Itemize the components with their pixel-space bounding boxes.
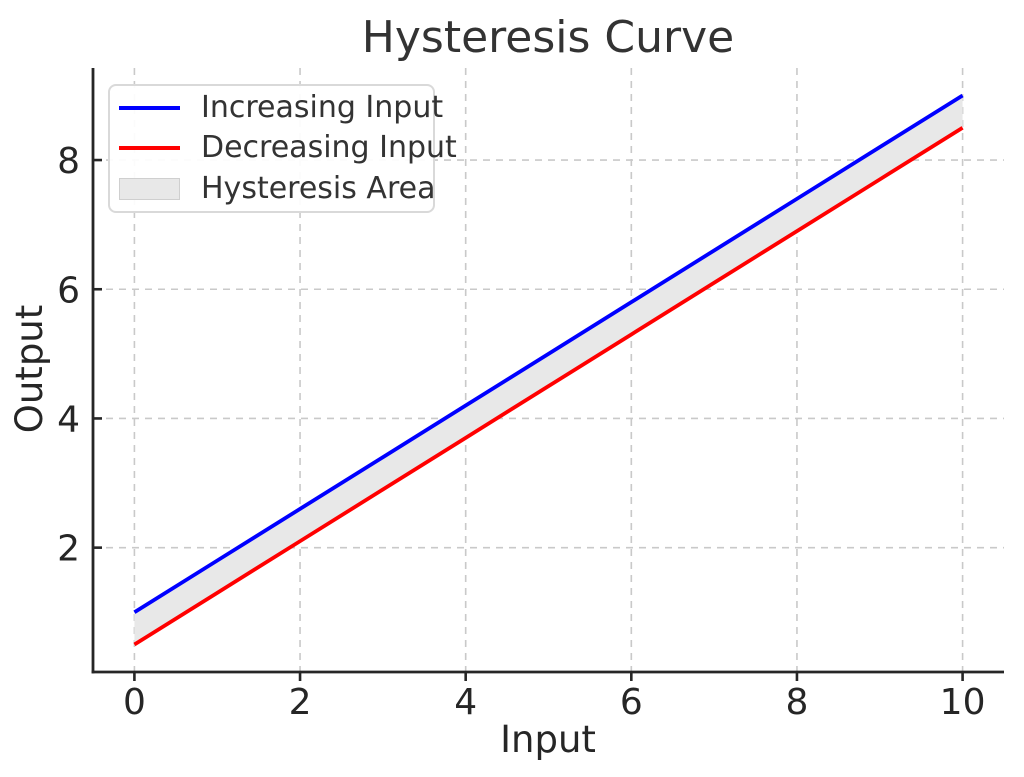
area-layer	[134, 95, 963, 645]
series-line-0	[133, 93, 964, 614]
legend-label-increasing: Increasing Input	[201, 90, 444, 126]
chart-title: Hysteresis Curve	[362, 12, 734, 63]
x-tick-label: 0	[123, 682, 146, 723]
legend-patch-swatch-area	[119, 177, 180, 200]
y-tick-label: 2	[57, 529, 80, 570]
legend-label-area: Hysteresis Area	[201, 170, 436, 206]
legend-item-increasing-input: Increasing Input	[119, 88, 443, 128]
axis-layer: 0 2 4 6 8 10 2 4 6 8	[57, 68, 1004, 723]
legend: Increasing Input Decreasing Input Hyster…	[108, 84, 457, 213]
x-tick-label: 2	[289, 682, 312, 723]
x-axis-label: Input	[500, 718, 596, 761]
grid-layer	[93, 68, 1004, 672]
legend-line-swatch-decreasing	[119, 146, 180, 151]
x-tick-label: 8	[786, 682, 809, 723]
x-tick-label: 4	[454, 682, 477, 723]
x-tick-label: 6	[620, 682, 643, 723]
line-layer	[133, 93, 964, 647]
legend-item-decreasing-input: Decreasing Input	[119, 128, 457, 168]
y-tick-label: 6	[57, 270, 80, 311]
legend-label-decreasing: Decreasing Input	[201, 130, 457, 166]
y-tick-label: 4	[57, 399, 80, 440]
legend-item-hysteresis-area: Hysteresis Area	[119, 169, 436, 209]
y-axis-label: Output	[8, 305, 51, 434]
x-tick-label: 10	[940, 682, 986, 723]
y-tick-label: 8	[57, 141, 80, 182]
hysteresis-area-fill	[134, 95, 963, 645]
legend-line-swatch-increasing	[119, 106, 180, 111]
series-line-1	[133, 126, 964, 647]
